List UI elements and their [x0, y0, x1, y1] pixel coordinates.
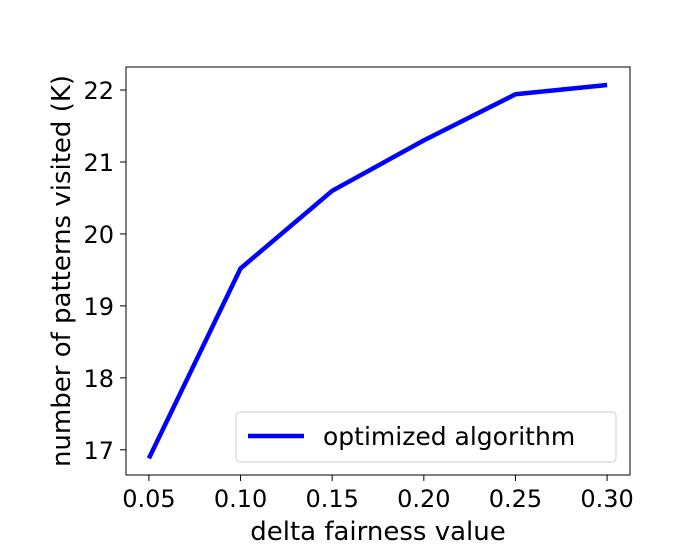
- x-axis: 0.05 0.10 0.15 0.20 0.25 0.30: [122, 475, 634, 513]
- y-tick-label: 18: [83, 365, 114, 393]
- y-tick-label: 17: [83, 437, 114, 465]
- y-axis: 17 18 19 20 21 22: [83, 77, 126, 465]
- x-tick-label: 0.15: [305, 485, 358, 513]
- y-tick-label: 19: [83, 293, 114, 321]
- x-tick-label: 0.30: [580, 485, 633, 513]
- y-tick-label: 20: [83, 221, 114, 249]
- x-axis-title: delta fairness value: [250, 517, 506, 547]
- y-tick-label: 22: [83, 77, 114, 105]
- legend-label: optimized algorithm: [323, 422, 575, 451]
- series-layer: [146, 82, 608, 460]
- x-tick-label: 0.05: [122, 485, 175, 513]
- y-tick-label: 21: [83, 149, 114, 177]
- legend: optimized algorithm: [235, 411, 617, 463]
- series-line: [146, 82, 608, 460]
- x-tick-label: 0.20: [397, 485, 450, 513]
- x-tick-label: 0.25: [489, 485, 542, 513]
- x-tick-label: 0.10: [214, 485, 267, 513]
- plot-area-frame: [125, 66, 631, 476]
- legend-box: [235, 411, 617, 463]
- y-axis-title: number of patterns visited (K): [47, 75, 77, 467]
